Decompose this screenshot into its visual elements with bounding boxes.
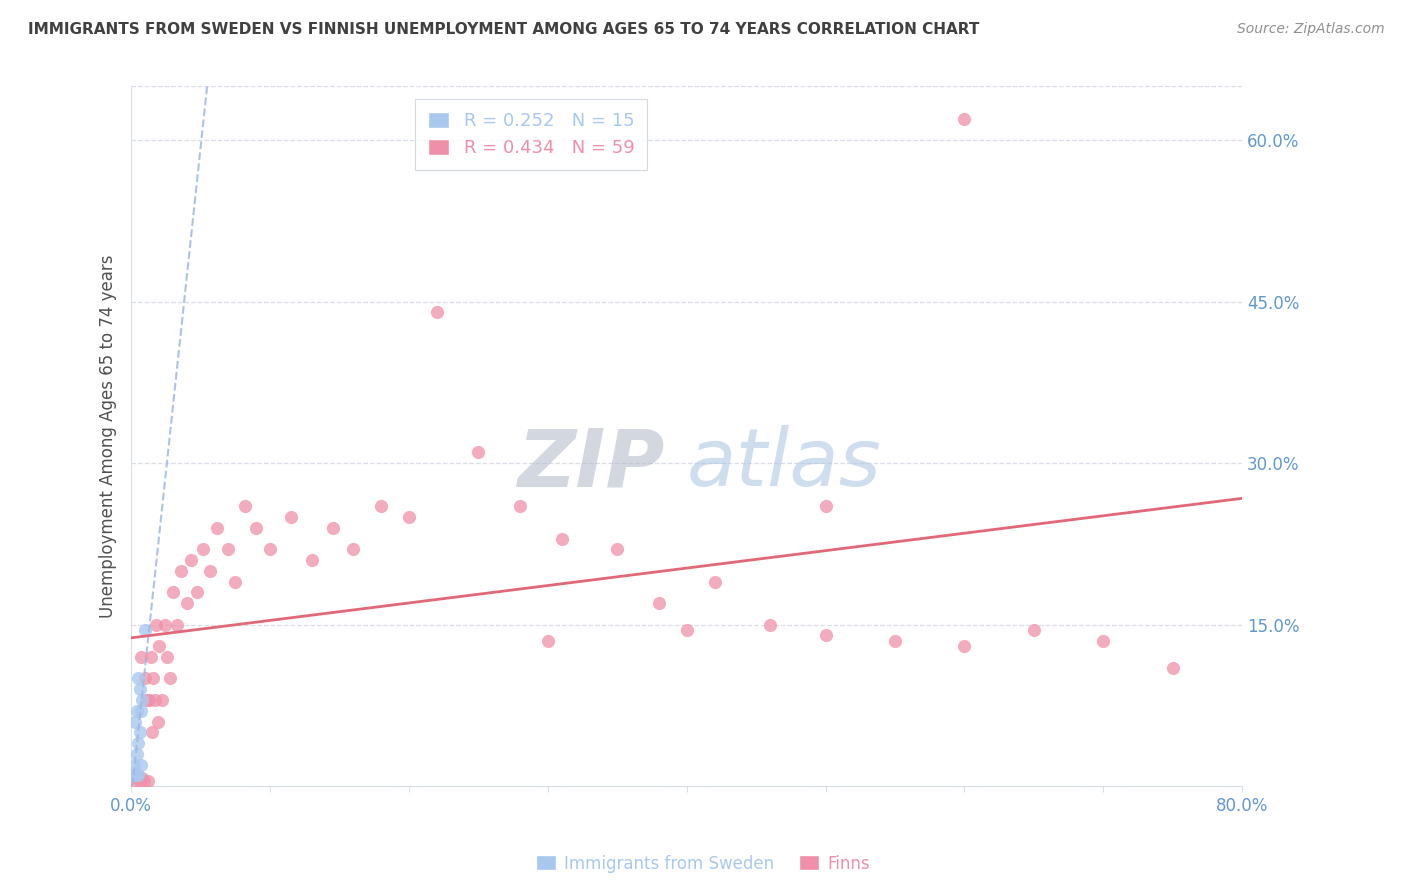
Point [176,596,198,610]
Text: atlas: atlas [686,425,882,503]
Point [180,553,202,567]
Point [953,112,976,126]
Point [131,693,153,707]
Point [200,564,222,578]
Point [398,510,420,524]
Point [124,768,146,782]
Point [280,510,302,524]
Point [1161,661,1184,675]
Point [125,747,148,761]
Point [143,693,166,707]
Point [551,532,574,546]
Point [127,736,149,750]
Point [259,542,281,557]
Point [953,639,976,653]
Legend: R = 0.252   N = 15, R = 0.434   N = 59: R = 0.252 N = 15, R = 0.434 N = 59 [415,99,647,169]
Point [814,500,837,514]
Point [162,585,184,599]
Text: IMMIGRANTS FROM SWEDEN VS FINNISH UNEMPLOYMENT AMONG AGES 65 TO 74 YEARS CORRELA: IMMIGRANTS FROM SWEDEN VS FINNISH UNEMPL… [28,22,980,37]
Point [136,773,159,788]
Point [675,623,697,637]
Point [1022,623,1045,637]
Point [217,542,239,557]
Point [125,704,148,718]
Point [142,672,165,686]
Point [301,553,323,567]
Point [166,617,188,632]
Point [128,725,150,739]
Text: ZIP: ZIP [517,425,665,503]
Text: Source: ZipAtlas.com: Source: ZipAtlas.com [1237,22,1385,37]
Point [132,773,155,788]
Point [509,500,531,514]
Point [233,500,256,514]
Point [467,445,489,459]
Point [139,649,162,664]
Point [207,521,229,535]
Point [127,768,149,782]
Point [146,714,169,729]
Point [129,704,152,718]
Point [342,542,364,557]
Point [122,757,145,772]
Point [648,596,671,610]
Point [150,693,173,707]
Point [814,628,837,642]
Point [125,768,148,782]
Point [1092,633,1115,648]
Legend: Immigrants from Sweden, Finns: Immigrants from Sweden, Finns [529,848,877,880]
Point [127,672,149,686]
Point [131,771,153,785]
Point [124,773,146,788]
Point [141,725,163,739]
Point [224,574,246,589]
Point [138,693,160,707]
Point [156,649,179,664]
Y-axis label: Unemployment Among Ages 65 to 74 years: Unemployment Among Ages 65 to 74 years [100,254,117,618]
Point [159,672,181,686]
Point [245,521,267,535]
Point [127,771,149,785]
Point [134,623,156,637]
Point [703,574,725,589]
Point [426,305,449,319]
Point [759,617,782,632]
Point [129,649,152,664]
Point [322,521,344,535]
Point [135,693,157,707]
Point [148,639,170,653]
Point [370,500,392,514]
Point [193,542,215,557]
Point [128,773,150,788]
Point [129,757,152,772]
Point [170,564,193,578]
Point [537,633,560,648]
Point [606,542,628,557]
Point [128,682,150,697]
Point [124,714,146,729]
Point [153,617,176,632]
Point [134,672,156,686]
Point [884,633,907,648]
Point [145,617,167,632]
Point [186,585,208,599]
